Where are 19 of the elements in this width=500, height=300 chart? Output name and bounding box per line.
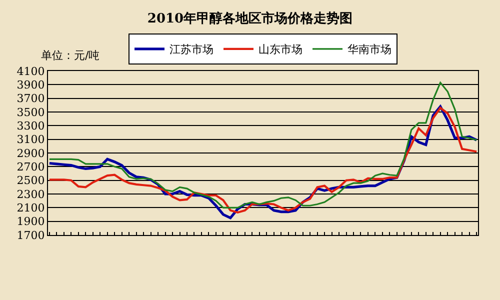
- y-tick-label: 1900: [16, 215, 45, 228]
- y-tick-label: 3700: [16, 92, 45, 106]
- y-tick-label: 2300: [16, 188, 45, 201]
- legend-label: 华南市场: [348, 43, 392, 56]
- y-tick-label: 4100: [16, 64, 45, 78]
- chart-title: 2010年甲醇各地区市场价格走势图: [147, 10, 353, 27]
- y-tick-label: 3500: [16, 106, 45, 119]
- legend-label: 江苏市场: [170, 43, 214, 56]
- y-tick-label: 2100: [16, 202, 45, 215]
- y-tick-label: 2700: [16, 160, 45, 174]
- line-series: [48, 82, 478, 208]
- y-tick-label: 3300: [16, 120, 45, 133]
- y-tick-label: 2500: [16, 174, 45, 188]
- legend-label: 山东市场: [258, 43, 302, 56]
- y-tick-label: 3100: [16, 133, 45, 146]
- y-tick-label: 3900: [16, 78, 45, 92]
- text: 单位：元/吨: [41, 49, 100, 62]
- y-tick-label: 1700: [16, 228, 45, 242]
- y-tick-label: 2900: [16, 146, 45, 160]
